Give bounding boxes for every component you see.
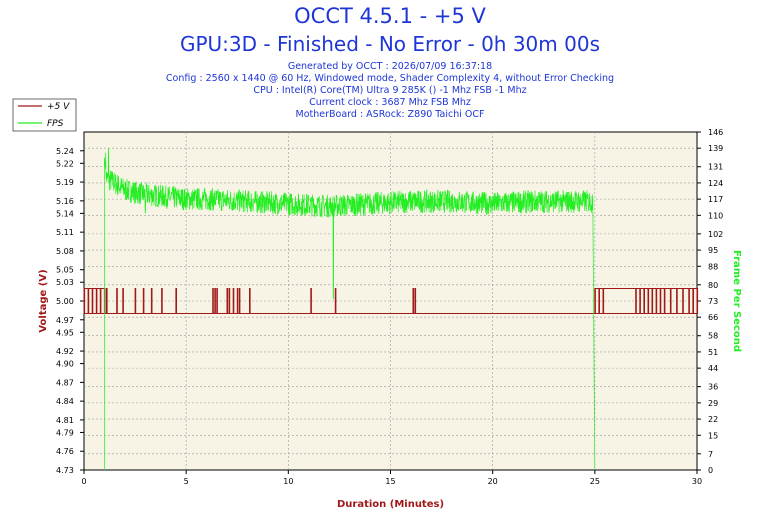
y-right-tick-label: 44 [708, 364, 718, 373]
chart-title: OCCT 4.5.1 - +5 V [294, 4, 486, 28]
x-tick-label: 15 [385, 477, 395, 486]
legend-box [12, 98, 77, 132]
y-left-tick-label: 5.16 [56, 197, 74, 206]
y-right-tick-label: 95 [708, 246, 718, 255]
info-generated: Generated by OCCT : 2026/07/09 16:37:18 [287, 61, 493, 72]
legend: +5 V FPS [12, 98, 77, 132]
y-right-tick-label: 139 [708, 144, 723, 153]
x-tick-label: 5 [184, 477, 189, 486]
y-right-tick-label: 22 [708, 415, 718, 424]
y-right-tick-label: 80 [708, 281, 718, 290]
x-axis-label: Duration (Minutes) [337, 499, 444, 510]
y-left-tick-label: 5.19 [56, 178, 74, 187]
y-left-tick-label: 5.14 [56, 209, 74, 218]
y-left-tick-label: 5.22 [56, 159, 74, 168]
y-left-tick-label: 4.97 [56, 316, 74, 325]
x-tick-label: 25 [590, 477, 600, 486]
y-right-axis-label: Frame Per Second [731, 250, 742, 352]
y-right-tick-label: 146 [708, 128, 723, 137]
info-config: Config : 2560 x 1440 @ 60 Hz, Windowed m… [165, 73, 615, 84]
y-left-tick-label: 4.87 [56, 378, 74, 387]
x-tick-label: 0 [81, 477, 86, 486]
y-right-tick-label: 0 [708, 466, 713, 475]
info-cpu: CPU : Intel(R) Core(TM) Ultra 9 285K () … [253, 85, 527, 96]
y-right-tick-label: 7 [708, 450, 713, 459]
y-right-tick-label: 58 [708, 332, 718, 341]
info-motherboard: MotherBoard : ASRock: Z890 Taichi OCF [295, 109, 485, 120]
y-right-tick-label: 15 [708, 431, 718, 440]
y-right-tick-label: 29 [708, 399, 718, 408]
legend-label-voltage: +5 V [47, 102, 70, 112]
y-left-tick-label: 4.90 [56, 360, 74, 369]
y-left-tick-label: 5.11 [56, 228, 74, 237]
y-left-tick-label: 4.95 [56, 328, 74, 337]
x-tick-label: 30 [692, 477, 702, 486]
y-left-tick-label: 5.05 [56, 266, 74, 275]
y-left-axis-label: Voltage (V) [38, 269, 49, 332]
y-right-tick-label: 110 [708, 211, 723, 220]
y-right-tick-label: 102 [708, 230, 723, 239]
y-left-tick-label: 4.84 [56, 397, 74, 406]
y-left-tick-label: 5.08 [56, 247, 74, 256]
series-line-voltage [83, 288, 699, 314]
y-right-tick-label: 73 [708, 297, 718, 306]
x-tick-label: 10 [283, 477, 293, 486]
legend-label-fps: FPS [47, 119, 64, 129]
y-left-tick-label: 4.79 [56, 428, 74, 437]
y-right-tick-label: 88 [708, 262, 718, 271]
y-left-tick-label: 5.24 [56, 147, 74, 156]
y-right-tick-label: 66 [708, 313, 718, 322]
y-right-tick-label: 131 [708, 163, 723, 172]
y-left-tick-label: 4.76 [56, 447, 74, 456]
series-line-fps [104, 147, 596, 471]
info-clock: Current clock : 3687 Mhz FSB Mhz [309, 97, 471, 108]
y-left-tick-label: 5.03 [56, 278, 74, 287]
y-left-tick-label: 4.73 [56, 466, 74, 475]
y-right-tick-label: 117 [708, 195, 723, 204]
y-right-tick-label: 36 [708, 383, 718, 392]
y-left-tick-label: 4.81 [56, 416, 74, 425]
y-left-tick-label: 4.92 [56, 347, 74, 356]
y-left-tick-label: 5.00 [56, 297, 74, 306]
x-tick-label: 20 [488, 477, 498, 486]
chart-subtitle: GPU:3D - Finished - No Error - 0h 30m 00… [179, 32, 600, 56]
y-right-tick-label: 51 [708, 348, 718, 357]
y-right-tick-label: 124 [708, 179, 723, 188]
